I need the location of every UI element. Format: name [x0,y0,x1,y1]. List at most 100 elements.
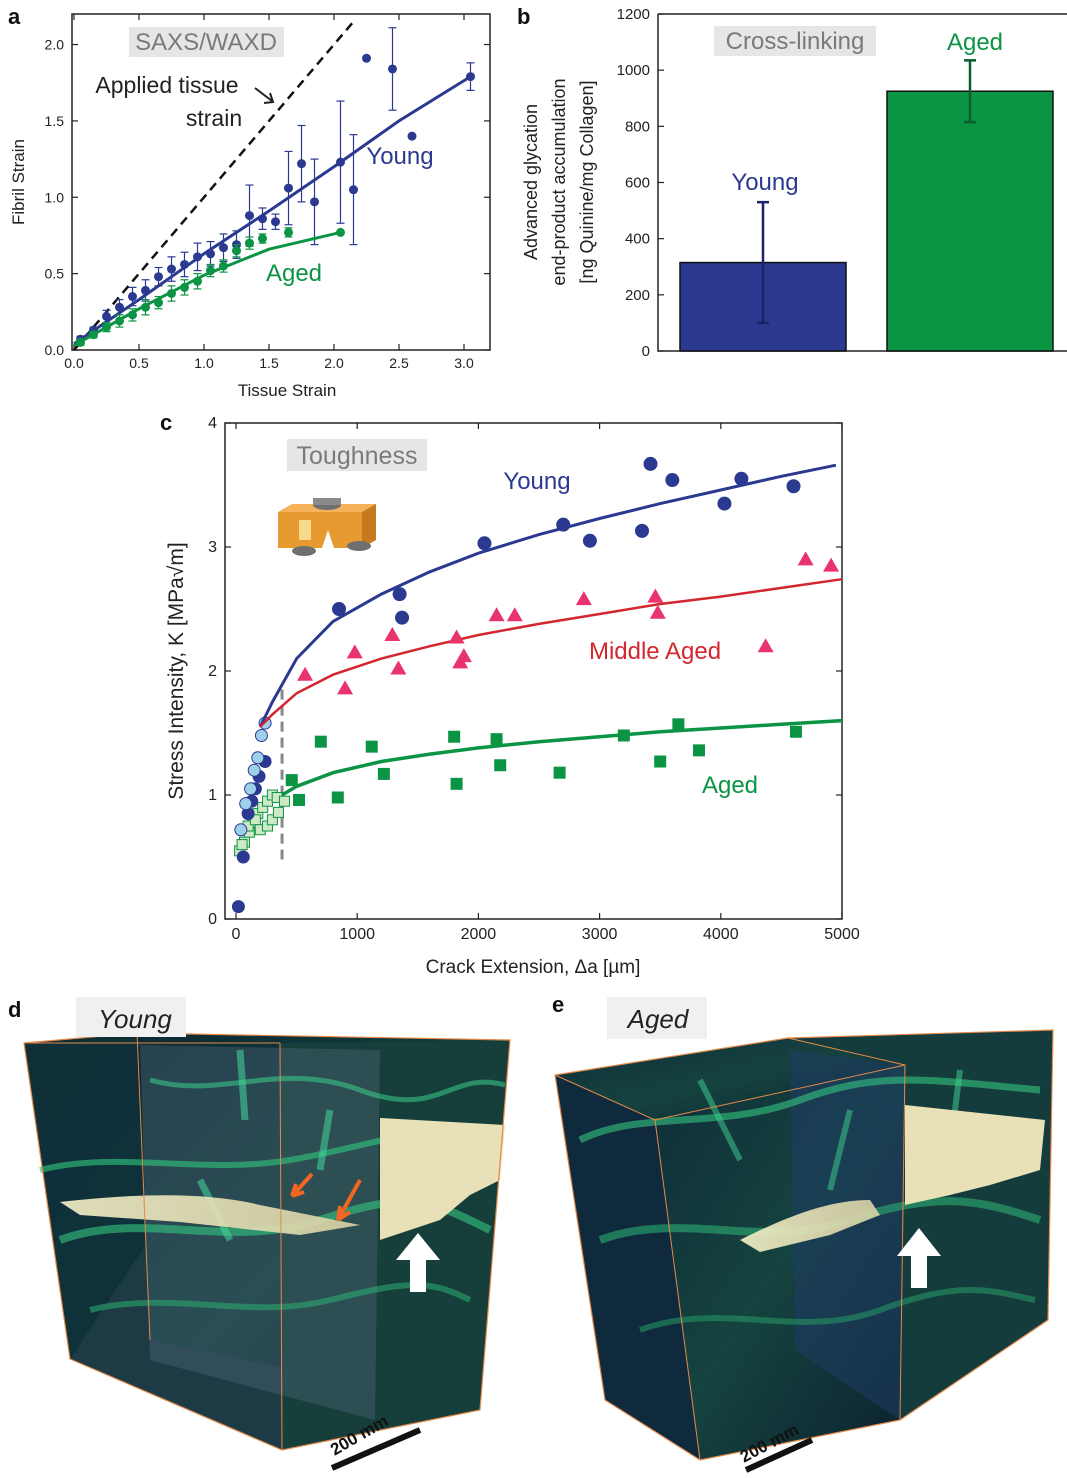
data-point-young [582,533,597,548]
data-point-aged [245,238,254,248]
data-point-aged-initial [278,795,290,807]
data-point-young [477,536,492,551]
bar-label-young: Young [731,169,798,196]
chart-b-title: Cross-linking [726,28,865,55]
chart-c-axes: 0 1000 2000 3000 4000 5000 0 1 2 3 4 [208,415,860,943]
orange-arrow-icon [336,1179,362,1222]
data-point-aged [167,288,176,298]
y-tick-label: 1.5 [45,113,65,129]
panel-e: e Aged 200 mm [552,992,1054,1473]
data-point-aged [180,282,189,292]
data-point-aged [377,767,390,780]
data-point-young [786,479,801,494]
chart-b-plot: Young Aged [679,29,1054,352]
data-point-middle-aged [575,591,592,606]
data-point-aged [450,777,463,790]
panel-letter-d: d [8,997,21,1022]
chart-c-title-box [287,439,427,471]
data-point-young-initial [254,728,268,742]
chart-b-ylabel-line2: end-product accumulation [549,78,569,285]
x-tick-label: 1000 [339,926,375,943]
data-point-young [180,259,189,269]
fit-line-young [258,463,837,728]
data-point-young [310,197,319,207]
data-point-young [556,517,571,532]
data-point-aged [293,793,306,806]
data-point-young [219,243,228,253]
data-point-young [388,64,397,74]
data-point-young [154,272,163,282]
fit-line-young [73,75,472,346]
data-point-young [336,157,345,167]
chart-c-label-middle-aged: Middle Aged [589,638,721,665]
data-point-aged [206,266,215,276]
data-point-young [392,587,407,602]
panel-d-label-box [76,997,186,1037]
data-point-aged [232,246,241,256]
data-point-aged [284,227,293,237]
chart-a-frame [71,13,491,351]
x-tick-label: 3000 [582,926,618,943]
data-point-aged [314,735,327,748]
data-point-young [141,285,150,295]
data-point-young [717,496,732,511]
reference-line-applied-strain [73,20,355,351]
y-tick-label: 1.0 [45,189,65,205]
data-point-aged [285,774,298,787]
fit-line-aged [73,230,341,347]
y-tick-label: 600 [625,175,650,192]
chart-a-ylabel: Fibril Strain [9,139,28,225]
data-point-aged [331,791,344,804]
chart-b-ylabel-line3: [ng Quinine/mg Collagen] [577,80,597,283]
data-point-aged-initial [272,806,284,818]
data-point-aged [154,298,163,308]
chart-a-annotation-line2: strain [186,105,242,131]
data-point-middle-aged [390,660,407,675]
data-point-aged [258,234,267,244]
data-point-young [407,131,417,141]
x-tick-label: 5000 [824,926,860,943]
data-point-young [115,302,124,312]
chart-a-xlabel: Tissue Strain [238,381,337,400]
y-tick-label: 200 [625,287,650,304]
panel-d-3d-render [23,1032,511,1451]
orange-arrow-icon [290,1172,314,1198]
chart-a-annotation-line1: Applied tissue [95,72,238,98]
data-point-young-initial [231,900,245,914]
data-point-aged [193,276,202,286]
chart-c-ylabel: Stress Intensity, K [MPa√m] [165,542,188,799]
data-point-aged [617,729,630,742]
bar-aged [886,90,1054,352]
data-point-young-initial [247,763,261,777]
data-point-middle-aged [488,607,505,622]
data-point-middle-aged [823,557,840,572]
data-point-young-initial [244,782,258,796]
data-point-aged [448,730,461,743]
chart-a-annotation-arrow [254,87,275,104]
x-tick-label: 1.5 [259,355,279,371]
data-point-young [643,456,658,471]
x-tick-label: 0.0 [64,355,84,371]
panel-e-label-box [607,997,707,1039]
white-arrow-icon [897,1228,941,1288]
data-point-young [102,311,111,321]
panel-letter-a: a [8,4,21,29]
data-point-aged [115,316,124,326]
y-tick-label: 2 [208,663,217,680]
data-point-aged [553,766,566,779]
data-point-aged [141,302,150,312]
chart-c-title: Toughness [297,442,418,470]
chart-a-title: SAXS/WAXD [135,29,277,56]
data-point-young [206,249,215,259]
data-point-aged [219,261,228,271]
x-tick-label: 2.0 [324,355,344,371]
x-tick-label: 2000 [461,926,497,943]
data-point-aged [365,740,378,753]
y-tick-label: 800 [625,118,650,135]
chart-c-label-young: Young [503,468,570,495]
bar-label-aged: Aged [947,29,1003,56]
y-tick-label: 2.0 [45,37,65,53]
panel-letter-e: e [552,992,564,1017]
data-point-middle-aged [346,644,363,659]
data-point-young-initial [239,797,253,811]
